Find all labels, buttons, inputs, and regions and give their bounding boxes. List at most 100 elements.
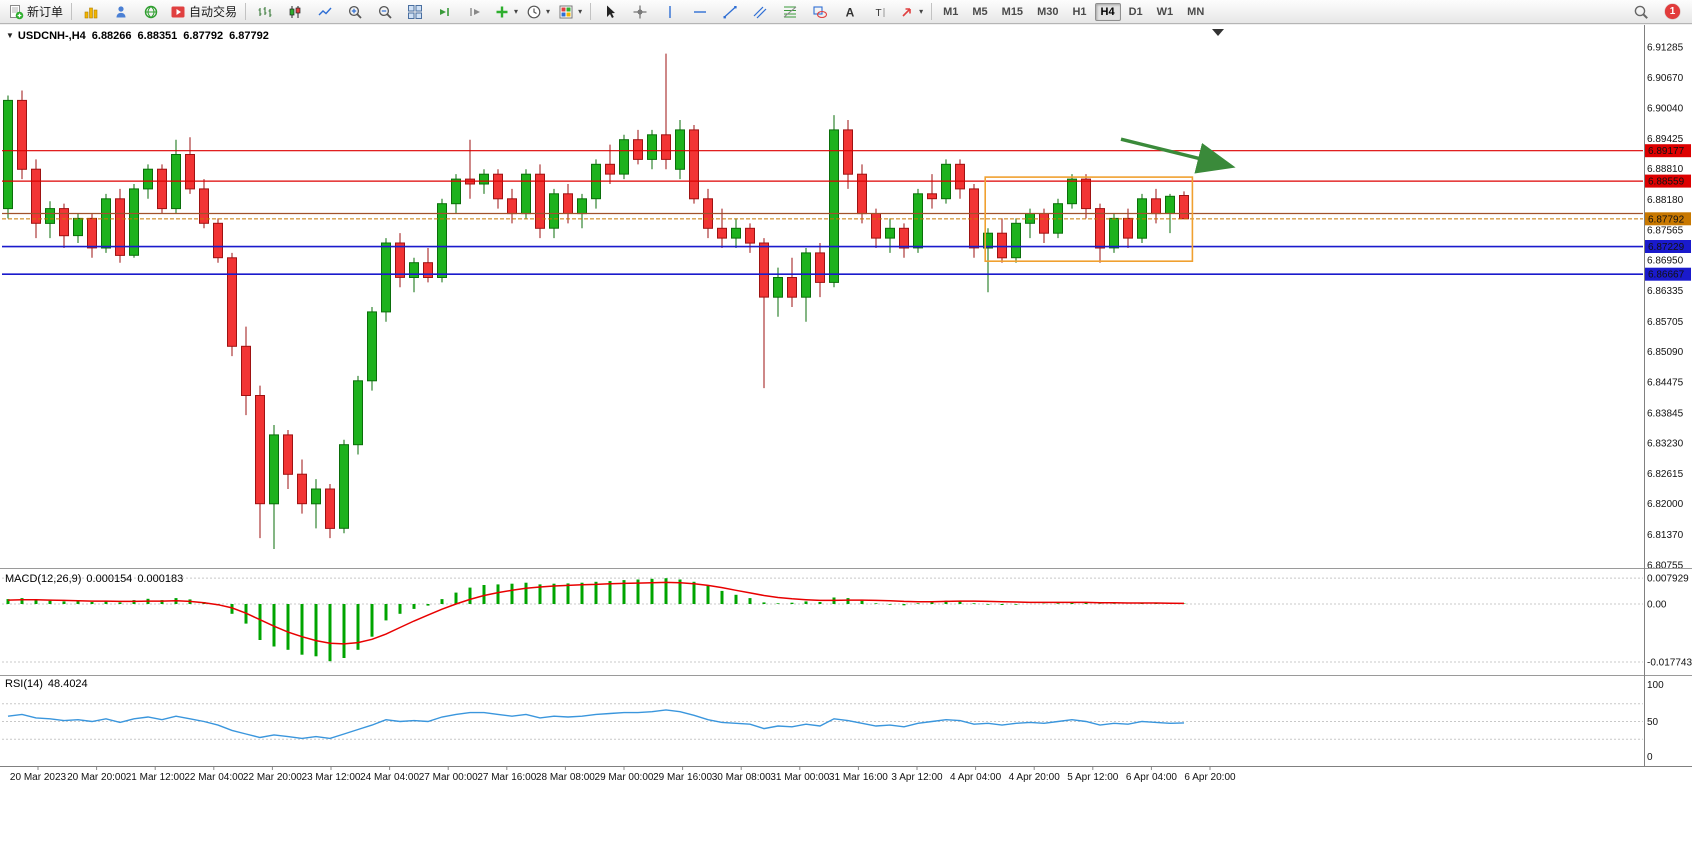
svg-text:6.88559: 6.88559 <box>1648 177 1685 188</box>
svg-text:6.88180: 6.88180 <box>1647 195 1684 206</box>
line-chart-icon <box>318 7 332 15</box>
zoom-out-icon <box>378 5 392 19</box>
crosshair-button[interactable] <box>625 1 655 23</box>
svg-text:5 Apr 12:00: 5 Apr 12:00 <box>1067 772 1119 783</box>
svg-text:6.87792: 6.87792 <box>1648 214 1685 225</box>
svg-text:6.83845: 6.83845 <box>1647 408 1684 419</box>
symbol-dropdown-icon[interactable]: ▼ <box>6 31 14 40</box>
new-order-button[interactable]: 新订单 <box>4 1 67 23</box>
arrows-button[interactable]: ▾ <box>895 1 927 23</box>
chart-shift-button[interactable] <box>460 1 490 23</box>
timeframe-m1[interactable]: M1 <box>943 5 959 18</box>
svg-text:6.91285: 6.91285 <box>1647 43 1684 54</box>
shapes-icon <box>813 5 828 18</box>
svg-text:6.87565: 6.87565 <box>1647 225 1684 236</box>
notification-badge[interactable]: 1 <box>1665 4 1680 19</box>
svg-text:28 Mar 08:00: 28 Mar 08:00 <box>536 772 595 783</box>
svg-text:6.90670: 6.90670 <box>1647 73 1684 84</box>
macd-header: MACD(12,26,9) 0.000154 0.000183 <box>5 573 183 585</box>
bar-chart-button[interactable] <box>250 1 280 23</box>
zoom-in-icon <box>348 5 362 19</box>
fibonacci-button[interactable] <box>775 1 805 23</box>
candle-chart-button[interactable] <box>280 1 310 23</box>
templates-button[interactable]: ▾ <box>554 1 586 23</box>
ohlc-high: 6.88351 <box>137 30 178 42</box>
zoom-out-button[interactable] <box>370 1 400 23</box>
svg-text:A: A <box>846 5 855 19</box>
navigator-button[interactable] <box>136 1 166 23</box>
new-order-button-label: 新订单 <box>27 5 64 19</box>
timeframe-w1[interactable]: W1 <box>1156 5 1174 18</box>
horizontal-line-button[interactable] <box>685 1 715 23</box>
toolbar-separator <box>71 3 73 20</box>
svg-text:6.86950: 6.86950 <box>1647 256 1684 267</box>
label-button[interactable]: T <box>865 1 895 23</box>
rsi-value: 48.4024 <box>47 678 88 690</box>
autotrading-button[interactable]: 自动交易 <box>166 1 241 23</box>
text-button[interactable]: A <box>835 1 865 23</box>
channel-button[interactable] <box>745 1 775 23</box>
timeframe-mn[interactable]: MN <box>1187 5 1205 18</box>
dropdown-caret-icon: ▾ <box>546 7 551 16</box>
autotrading-button-label: 自动交易 <box>189 5 238 19</box>
ohlc-open: 6.88266 <box>91 30 132 42</box>
zoom-in-button[interactable] <box>340 1 370 23</box>
svg-text:3 Apr 12:00: 3 Apr 12:00 <box>891 772 943 783</box>
svg-text:6.84475: 6.84475 <box>1647 377 1684 388</box>
svg-text:27 Mar 00:00: 27 Mar 00:00 <box>419 772 478 783</box>
macd-signal-value: 0.000183 <box>137 573 184 585</box>
timeframe-m5[interactable]: M5 <box>972 5 988 18</box>
charts-button[interactable] <box>76 1 106 23</box>
svg-text:4 Apr 04:00: 4 Apr 04:00 <box>950 772 1002 783</box>
trendline-button[interactable] <box>715 1 745 23</box>
svg-text:20 Mar 2023: 20 Mar 2023 <box>10 772 67 783</box>
svg-text:6.81370: 6.81370 <box>1647 530 1684 541</box>
svg-text:29 Mar 16:00: 29 Mar 16:00 <box>653 772 712 783</box>
svg-text:6.82615: 6.82615 <box>1647 469 1684 480</box>
chart-yellow-icon <box>84 7 98 18</box>
market-watch-button[interactable] <box>106 1 136 23</box>
auto-scroll-button[interactable] <box>430 1 460 23</box>
svg-text:31 Mar 16:00: 31 Mar 16:00 <box>829 772 888 783</box>
bar-chart-icon <box>258 6 272 17</box>
svg-text:6.89177: 6.89177 <box>1648 146 1685 157</box>
svg-text:6.82000: 6.82000 <box>1647 499 1684 510</box>
cursor-icon <box>607 5 616 18</box>
svg-text:-0.017743: -0.017743 <box>1647 658 1692 669</box>
toolbar-right: 1 <box>1626 1 1688 23</box>
svg-text:6.80755: 6.80755 <box>1647 560 1684 571</box>
periods-button[interactable]: ▾ <box>522 1 554 23</box>
line-chart-button[interactable] <box>310 1 340 23</box>
timeframe-h1[interactable]: H1 <box>1072 5 1087 18</box>
macd-label: MACD(12,26,9) <box>5 573 82 585</box>
svg-text:20 Mar 20:00: 20 Mar 20:00 <box>67 772 126 783</box>
tile-windows-button[interactable] <box>400 1 430 23</box>
timeframe-m15[interactable]: M15 <box>1001 5 1024 18</box>
svg-text:6.86667: 6.86667 <box>1648 270 1685 281</box>
indicators-icon <box>496 6 508 17</box>
svg-text:6.85705: 6.85705 <box>1647 317 1684 328</box>
svg-text:0.007929: 0.007929 <box>1647 574 1689 585</box>
timeframe-h4[interactable]: H4 <box>1094 2 1121 21</box>
svg-text:0.00: 0.00 <box>1647 600 1667 611</box>
vline-icon <box>669 5 671 18</box>
text-t-icon: T <box>876 7 885 19</box>
svg-text:6.83230: 6.83230 <box>1647 439 1684 450</box>
timeframe-d1[interactable]: D1 <box>1128 5 1143 18</box>
vertical-line-button[interactable] <box>655 1 685 23</box>
shapes-button[interactable] <box>805 1 835 23</box>
search-button[interactable] <box>1626 1 1656 23</box>
arrow-tool-icon <box>902 7 911 17</box>
svg-text:6 Apr 04:00: 6 Apr 04:00 <box>1126 772 1178 783</box>
chart-header: ▼ USDCNH-,H4 6.88266 6.88351 6.87792 6.87792 <box>6 30 269 42</box>
channel-icon <box>753 6 767 18</box>
crosshair-icon <box>633 5 647 18</box>
search-icon <box>1634 5 1648 19</box>
timeframe-m30[interactable]: M30 <box>1037 5 1059 18</box>
dropdown-caret-icon: ▾ <box>514 7 519 16</box>
svg-text:27 Mar 16:00: 27 Mar 16:00 <box>477 772 536 783</box>
cursor-button[interactable] <box>595 1 625 23</box>
indicators-button[interactable]: ▾ <box>490 1 522 23</box>
svg-text:31 Mar 00:00: 31 Mar 00:00 <box>770 772 829 783</box>
